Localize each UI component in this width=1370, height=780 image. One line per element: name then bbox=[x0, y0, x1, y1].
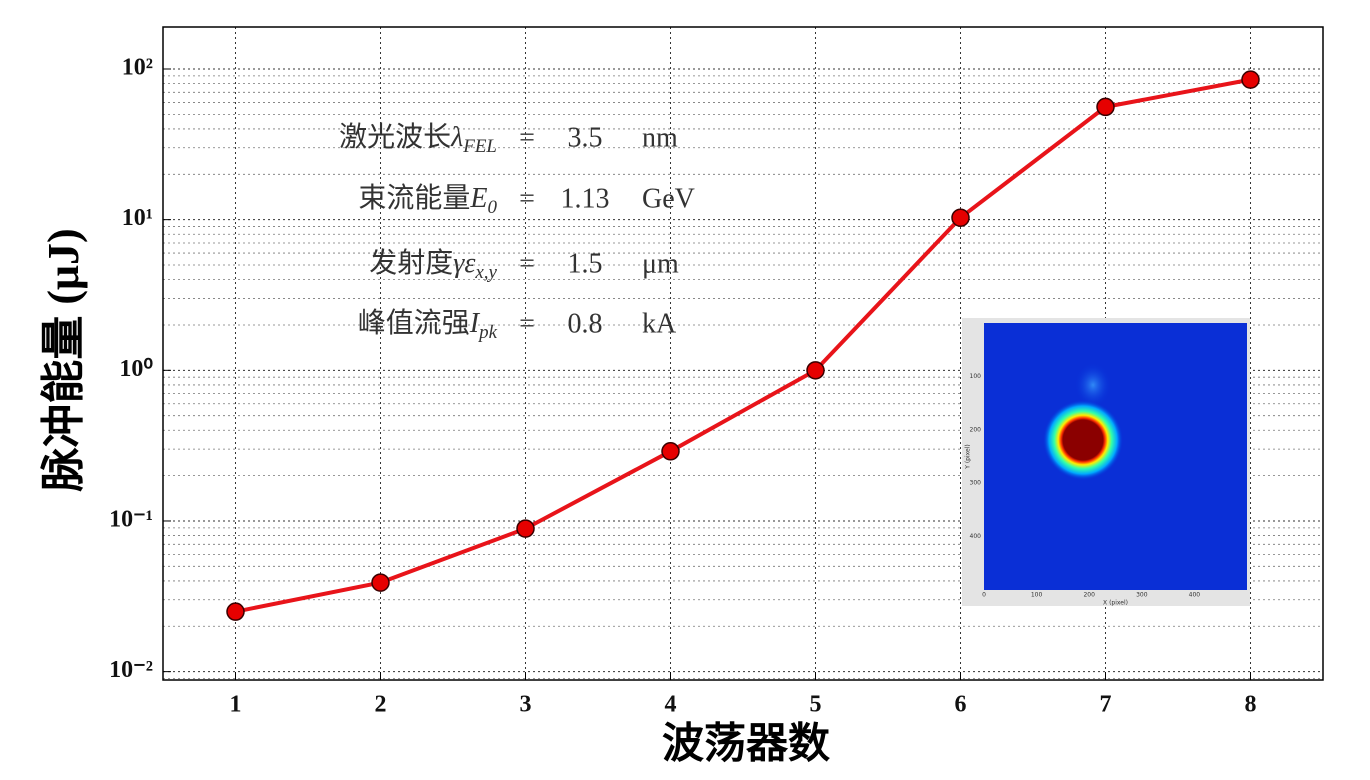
x-tick-label: 4 bbox=[665, 692, 677, 718]
data-point bbox=[516, 519, 535, 538]
y-tick-label: 10² bbox=[122, 54, 153, 80]
annotation-symbol: λ bbox=[450, 122, 463, 153]
annotation-name: 发射度 bbox=[369, 247, 453, 279]
annotation-relation: = bbox=[519, 308, 535, 339]
inset-y-tick-label: 200 bbox=[970, 426, 982, 433]
annotation-name: 激光波长 bbox=[339, 121, 451, 153]
annotation-subscript: pk bbox=[477, 322, 498, 343]
annotation-label: 激光波长λFEL bbox=[339, 121, 497, 157]
inset-x-tick-label: 400 bbox=[1189, 592, 1201, 599]
annotation-relation: = bbox=[519, 248, 535, 279]
inset-y-label: Y (pixel) bbox=[965, 444, 972, 469]
annotation-unit: GeV bbox=[642, 183, 695, 214]
inset-beam bbox=[1043, 400, 1123, 480]
annotation-relation: = bbox=[519, 183, 535, 214]
annotation-name: 峰值流强 bbox=[358, 307, 470, 339]
x-tick-label: 3 bbox=[520, 692, 532, 718]
x-axis-label: 波荡器数 bbox=[662, 721, 830, 768]
annotation-unit: nm bbox=[642, 122, 678, 153]
inset-x-tick-label: 100 bbox=[1031, 592, 1043, 599]
data-point bbox=[1096, 97, 1115, 117]
data-point bbox=[371, 573, 390, 592]
inset-x-tick-label: 0 bbox=[982, 592, 986, 599]
y-tick-label: 10⁻² bbox=[109, 657, 153, 683]
data-point bbox=[661, 442, 680, 461]
x-tick-label: 8 bbox=[1245, 692, 1257, 718]
y-tick-label: 10⁰ bbox=[119, 356, 153, 382]
annotation-subscript: 0 bbox=[488, 197, 498, 218]
inset-x-tick-label: 300 bbox=[1136, 592, 1148, 599]
annotation-symbol: γε bbox=[453, 248, 475, 279]
y-tick-label: 10¹ bbox=[122, 205, 153, 231]
annotation-value: 3.5 bbox=[568, 122, 603, 153]
annotation-label: 峰值流强Ipk bbox=[358, 307, 498, 343]
x-tick-label: 5 bbox=[810, 692, 822, 718]
annotation-value: 1.5 bbox=[568, 248, 603, 279]
annotation-value: 0.8 bbox=[568, 308, 603, 339]
x-tick-label: 7 bbox=[1100, 692, 1112, 718]
inset-y-tick-label: 100 bbox=[970, 373, 982, 380]
series-line bbox=[235, 77, 1251, 614]
y-tick-label: 10⁻¹ bbox=[109, 506, 153, 532]
annotation-subscript: FEL bbox=[462, 136, 497, 157]
inset-x-label: X (pixel) bbox=[1103, 600, 1128, 607]
plot-frame bbox=[162, 26, 1324, 681]
inset-image: 0 100 200 300 400 100 200 300 400 X (pixel) Y (pix… bbox=[962, 318, 1250, 607]
x-tick-label: 6 bbox=[955, 692, 967, 718]
x-tick-label: 1 bbox=[230, 692, 242, 718]
annotation-label: 束流能量E0 bbox=[358, 182, 497, 218]
data-point bbox=[951, 208, 970, 227]
data-point bbox=[1241, 70, 1260, 89]
inset-halo bbox=[1075, 363, 1111, 407]
x-tick-label: 2 bbox=[375, 692, 387, 718]
annotation-label: 发射度γεx,y bbox=[369, 247, 497, 283]
annotation-unit: μm bbox=[642, 248, 679, 279]
annotation-symbol: E bbox=[469, 183, 487, 214]
y-axis-label: 脉冲能量 (μJ) bbox=[39, 228, 88, 491]
inset-y-tick-label: 400 bbox=[970, 533, 982, 540]
data-point bbox=[226, 602, 245, 621]
annotation-subscript: x,y bbox=[474, 262, 497, 283]
annotation-symbol: I bbox=[469, 308, 481, 339]
annotation-name: 束流能量 bbox=[358, 182, 470, 214]
annotation-relation: = bbox=[519, 122, 535, 153]
annotation-value: 1.13 bbox=[561, 183, 610, 214]
data-point bbox=[806, 361, 825, 380]
inset-x-tick-label: 200 bbox=[1083, 592, 1095, 599]
inset-y-tick-label: 300 bbox=[970, 480, 982, 487]
annotation-unit: kA bbox=[642, 308, 677, 339]
